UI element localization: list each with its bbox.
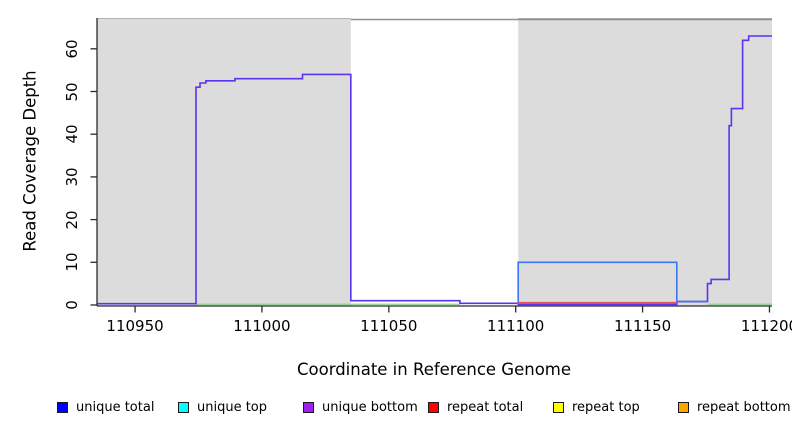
legend-label: repeat top (572, 399, 640, 415)
y-tick-label: 0 (63, 300, 81, 310)
repeat-region-left (97, 18, 351, 306)
legend-item-unique-bottom: unique bottom (303, 399, 418, 415)
y-axis-title: Read Coverage Depth (20, 70, 40, 252)
legend-label: unique total (76, 399, 155, 415)
legend-label: repeat bottom (697, 399, 791, 415)
x-axis-title: Coordinate in Reference Genome (296, 360, 572, 379)
legend-swatch-icon (178, 401, 189, 413)
y-tick-label: 30 (63, 167, 81, 187)
legend-label: unique bottom (322, 399, 418, 415)
x-tick-label: 111000 (233, 317, 291, 335)
legend-swatch-icon (678, 401, 689, 413)
series-unique-total-line (517, 261, 708, 305)
y-tick-label: 20 (63, 210, 81, 230)
x-tick-label: 110950 (106, 317, 164, 335)
legend-swatch-icon (303, 401, 314, 413)
legend-swatch-icon (553, 401, 564, 413)
y-tick-label: 10 (63, 252, 81, 272)
legend-item-repeat-top: repeat top (553, 399, 640, 415)
x-tick-label: 111150 (613, 317, 672, 335)
legend-item-unique-total: unique total (57, 399, 154, 415)
legend-swatch-icon (428, 401, 439, 413)
legend-item-unique-top: unique top (178, 399, 267, 415)
y-tick-label: 40 (63, 124, 81, 144)
legend-label: repeat total (447, 399, 524, 415)
x-tick-label: 111100 (487, 317, 545, 335)
y-tick-label: 60 (63, 39, 81, 59)
legend-item-repeat-bottom: repeat bottom (678, 399, 791, 415)
legend-swatch-icon (57, 401, 68, 413)
legend-label: unique top (197, 399, 268, 415)
y-tick-label: 50 (63, 81, 81, 102)
legend-item-repeat-total: repeat total (428, 399, 523, 415)
x-tick-label: 111050 (360, 317, 418, 335)
